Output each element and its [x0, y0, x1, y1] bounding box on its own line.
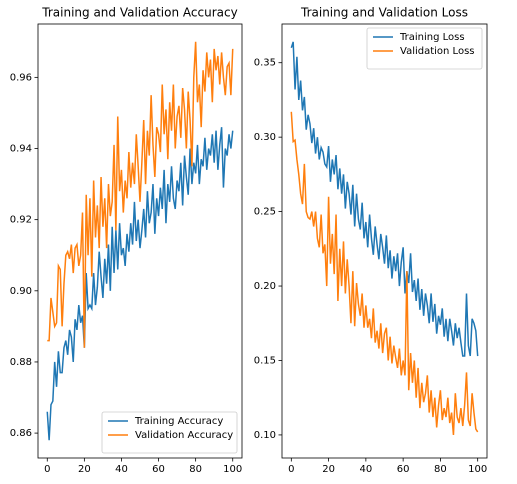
series-line — [46, 127, 234, 441]
x-tick-label: 0 — [288, 464, 294, 475]
y-tick-label: 0.20 — [254, 281, 276, 292]
legend-label: Validation Accuracy — [135, 430, 233, 441]
legend-label: Training Loss — [399, 32, 465, 43]
x-tick-label: 0 — [44, 464, 50, 475]
series-line — [290, 41, 479, 357]
y-tick-label: 0.90 — [10, 286, 32, 297]
x-tick-label: 100 — [223, 464, 242, 475]
legend-box — [101, 411, 238, 454]
x-tick-label: 20 — [78, 464, 91, 475]
plot-frame — [281, 23, 488, 459]
x-tick-label: 40 — [359, 464, 372, 475]
series-line — [290, 111, 479, 435]
x-tick-label: 100 — [468, 464, 487, 475]
y-tick-label: 0.25 — [254, 207, 276, 218]
legend-label: Training Accuracy — [134, 416, 223, 427]
x-tick-label: 80 — [189, 464, 202, 475]
y-tick-label: 0.15 — [254, 355, 276, 366]
legend-box — [366, 27, 483, 70]
x-tick-label: 80 — [434, 464, 447, 475]
y-tick-label: 0.35 — [254, 58, 276, 69]
x-tick-label: 20 — [322, 464, 335, 475]
chart-title: Training and Validation Accuracy — [41, 6, 237, 20]
y-tick-label: 0.92 — [10, 215, 32, 226]
y-tick-label: 0.86 — [10, 428, 32, 439]
legend-label: Validation Loss — [400, 46, 475, 57]
y-tick-label: 0.94 — [10, 144, 32, 155]
y-tick-label: 0.96 — [10, 72, 32, 83]
series-line — [47, 41, 234, 348]
plot-frame — [37, 23, 243, 459]
x-tick-label: 40 — [115, 464, 128, 475]
y-tick-label: 0.30 — [254, 132, 276, 143]
y-tick-label: 0.10 — [254, 430, 276, 441]
chart-title: Training and Validation Loss — [300, 6, 468, 20]
x-tick-label: 60 — [397, 464, 410, 475]
x-tick-label: 60 — [152, 464, 165, 475]
y-tick-label: 0.88 — [10, 357, 32, 368]
